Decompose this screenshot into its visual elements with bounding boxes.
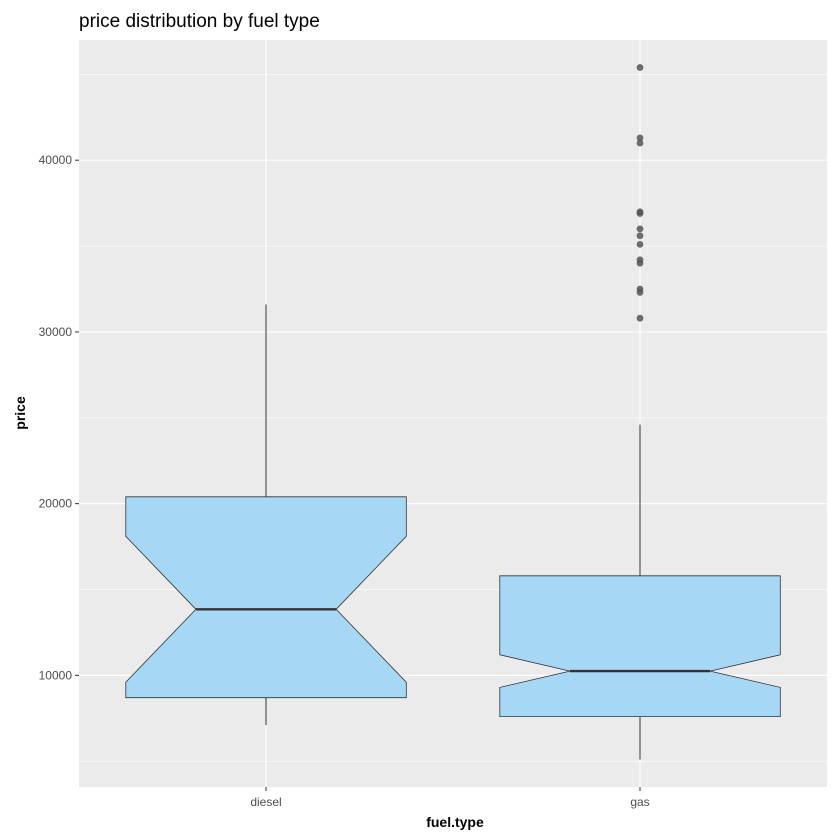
y-tick-label: 40000 bbox=[39, 153, 73, 167]
outlier-point bbox=[636, 285, 644, 293]
outlier-point bbox=[636, 139, 644, 147]
box-body bbox=[125, 496, 407, 699]
y-tick-label: 30000 bbox=[39, 325, 73, 339]
boxes bbox=[125, 64, 781, 760]
outlier-point bbox=[636, 64, 644, 71]
outlier-point bbox=[636, 225, 644, 233]
x-axis-title: fuel.type bbox=[426, 814, 484, 830]
chart-title: price distribution by fuel type bbox=[79, 11, 320, 32]
box-gas bbox=[499, 64, 781, 760]
box-body bbox=[499, 575, 781, 717]
x-tick-label: diesel bbox=[250, 795, 281, 809]
y-axis-title: price bbox=[12, 396, 28, 430]
outlier-point bbox=[636, 314, 644, 322]
y-tick-label: 20000 bbox=[39, 497, 73, 511]
outlier-point bbox=[636, 240, 644, 248]
x-tick-label: gas bbox=[630, 795, 649, 809]
y-axis-ticks: 10000 20000 30000 40000 bbox=[39, 153, 79, 682]
outlier-point bbox=[636, 232, 644, 240]
y-tick-label: 10000 bbox=[39, 668, 73, 682]
outlier-point bbox=[636, 256, 644, 264]
x-axis-ticks: diesel gas bbox=[250, 787, 650, 809]
box-diesel bbox=[125, 304, 407, 726]
outlier-point bbox=[636, 134, 644, 142]
outlier-point bbox=[636, 208, 644, 216]
